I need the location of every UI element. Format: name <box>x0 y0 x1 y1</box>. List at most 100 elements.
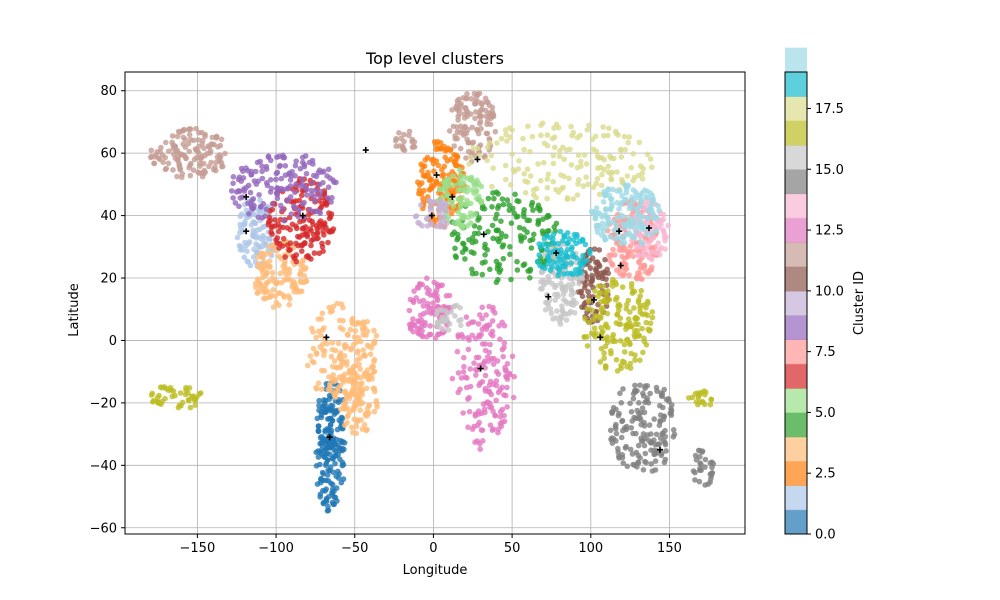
cluster-3-point <box>357 381 364 387</box>
cluster-3-point <box>326 304 332 311</box>
cluster-3-point <box>270 244 277 250</box>
cluster-4-point <box>463 246 469 252</box>
cluster-12-point <box>501 322 508 329</box>
cluster-2-point <box>421 163 428 169</box>
cluster-12-point <box>498 423 505 430</box>
cluster-14-point <box>616 455 622 461</box>
cluster-17-point <box>589 136 596 143</box>
centroid-markers <box>243 147 664 453</box>
cluster-4-point <box>485 195 492 202</box>
cluster-16-point <box>605 324 611 331</box>
cluster-1-point <box>267 236 273 242</box>
cluster-16-point <box>592 288 598 294</box>
cluster-1-point <box>245 259 252 265</box>
cluster-4-point <box>529 199 536 206</box>
cluster-4-point <box>475 230 482 237</box>
cluster-3-point <box>346 369 353 376</box>
cluster-4-point <box>495 262 501 269</box>
cluster-11-point <box>446 128 453 134</box>
cluster-15-point <box>571 290 577 296</box>
cluster-4-point <box>469 234 476 241</box>
cluster-6-point <box>302 240 308 247</box>
cluster-16-point <box>623 306 629 312</box>
cluster-15-point <box>570 281 576 287</box>
cluster-16-point <box>635 299 642 305</box>
cluster-3-point <box>334 385 341 391</box>
cluster-7-point <box>643 269 649 275</box>
cluster-17-point <box>611 155 617 162</box>
cluster-8-point <box>274 169 281 176</box>
cluster-19-point <box>607 234 614 240</box>
cluster-14-point <box>698 461 704 468</box>
cluster-8-point <box>246 211 252 217</box>
cluster-16-point <box>640 349 646 356</box>
cluster-3-point <box>298 288 304 295</box>
cluster-0-point <box>320 471 327 477</box>
cluster-14-point <box>620 427 626 434</box>
cluster-13-point <box>651 224 657 230</box>
cluster-3-point <box>263 251 270 257</box>
cluster-17-point <box>605 169 612 175</box>
cluster-18-point <box>561 232 567 239</box>
cluster-12-point <box>427 323 434 329</box>
cluster-16-point <box>599 308 606 315</box>
cluster-2-point <box>435 162 442 169</box>
cluster-11-point <box>455 117 461 123</box>
cluster-17-point <box>509 151 515 157</box>
cluster-10-point <box>587 265 594 271</box>
cluster-3-point <box>335 340 342 347</box>
cluster-2-point <box>424 154 431 161</box>
cluster-12-point <box>446 292 453 299</box>
cluster-15-point <box>566 310 572 317</box>
cluster-11-point <box>172 143 179 150</box>
cluster-2-point <box>430 183 437 189</box>
cluster-16-point <box>601 350 607 356</box>
cluster-4-point <box>512 191 518 198</box>
cluster-11-point <box>162 166 169 173</box>
cluster-7-point <box>613 267 620 274</box>
cluster-9-point <box>413 213 420 219</box>
cluster-0-point <box>330 469 336 476</box>
cluster-11-point <box>456 111 463 117</box>
cluster-12-point <box>503 367 509 374</box>
cluster-8-centroid <box>243 193 250 200</box>
cluster-6-point <box>298 192 305 199</box>
cluster-8-point <box>259 163 265 170</box>
cluster-8-point <box>230 180 236 187</box>
cluster-18-point <box>555 272 562 279</box>
cluster-4-point <box>469 266 475 273</box>
cluster-14-point <box>667 410 673 417</box>
cluster-1-point <box>241 254 248 260</box>
cluster-11-point <box>450 123 457 130</box>
cluster-4-point <box>460 241 467 247</box>
cluster-19-point <box>620 214 627 220</box>
cluster-9-point <box>441 224 448 230</box>
cluster-12-point <box>503 392 509 399</box>
x-tick-label: −150 <box>180 541 216 556</box>
x-tick-label: 0 <box>429 541 437 556</box>
cluster-4-point <box>476 215 482 221</box>
cluster-17-point <box>598 155 605 161</box>
cluster-16-point <box>624 363 630 370</box>
cluster-12-point <box>477 446 484 453</box>
axes: −150 −100 −50 0 50 100 150 −60 −40 −20 0 20 40 60 80 <box>90 71 746 556</box>
cluster-17-point <box>490 165 497 171</box>
cluster-15-point <box>560 297 567 303</box>
cluster-17-point <box>574 134 581 141</box>
cluster-13-point <box>657 251 663 258</box>
cluster-1-point <box>255 242 261 249</box>
cluster-12-point <box>420 297 427 304</box>
cluster-16-point <box>610 276 616 283</box>
cluster-11-point <box>201 160 207 167</box>
cluster-16-point <box>695 401 701 408</box>
cluster-11-point <box>464 91 470 97</box>
cluster-16-point <box>589 307 595 314</box>
cluster-11-point <box>468 96 474 102</box>
cluster-16-point <box>626 340 633 347</box>
cluster-3-point <box>324 340 330 347</box>
cluster-7-point <box>647 267 653 274</box>
cluster-11-point <box>157 156 163 163</box>
colorbar-tick-label: 10.0 <box>815 284 844 299</box>
cluster-0-point <box>332 460 338 467</box>
cluster-17-point <box>581 152 588 158</box>
